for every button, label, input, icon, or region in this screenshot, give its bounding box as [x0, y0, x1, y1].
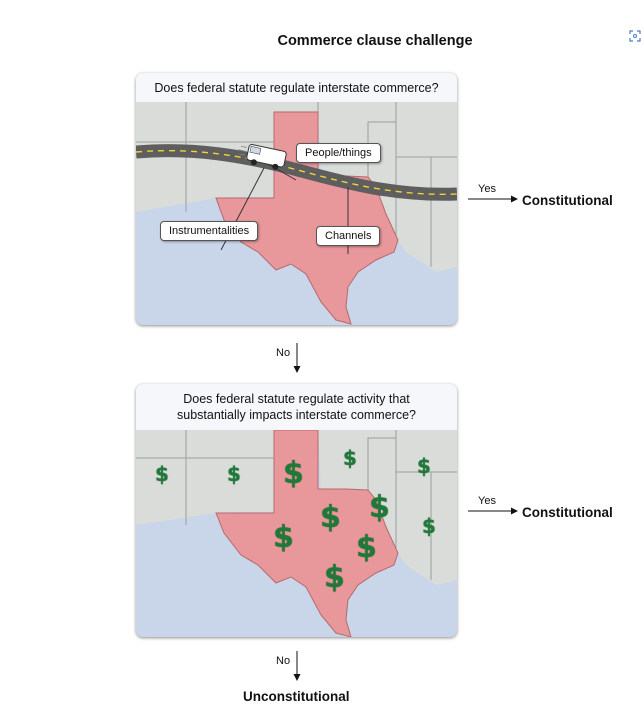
dollar-icon: $: [422, 514, 436, 538]
question-2-line1: Does federal statute regulate activity t…: [183, 392, 410, 406]
dollar-icon: $: [155, 462, 169, 486]
texas-economic-map: [136, 430, 457, 637]
diagram-title: Commerce clause challenge: [277, 33, 473, 49]
substantial-effects-panel: Does federal statute regulate activity t…: [136, 384, 457, 637]
yes-label-2: Yes: [478, 495, 496, 507]
dollar-icon: $: [273, 520, 294, 555]
question-2-line2: substantially impacts interstate commerc…: [177, 408, 416, 422]
dollar-icon: $: [227, 462, 241, 486]
expand-icon[interactable]: [629, 30, 641, 42]
dollar-icon: $: [356, 530, 377, 565]
arrow-down-icon: [293, 651, 301, 681]
texas-highway-map: [136, 102, 457, 325]
dollar-icon: $: [320, 500, 341, 535]
arrow-right-icon: [468, 195, 518, 203]
constitutional-result-2: Constitutional: [522, 505, 613, 520]
question-1: Does federal statute regulate interstate…: [136, 73, 457, 102]
no-label-1: No: [276, 347, 291, 359]
unconstitutional-result: Unconstitutional: [243, 689, 350, 704]
dollar-icon: $: [283, 456, 304, 491]
callout-channels: Channels: [316, 226, 381, 246]
callout-instrumentalities: Instrumentalities: [160, 221, 259, 241]
arrow-down-icon: [293, 343, 301, 373]
callout-people-things: People/things: [296, 143, 381, 163]
arrow-right-icon: [468, 507, 518, 515]
dollar-icon: $: [324, 560, 345, 595]
constitutional-result-1: Constitutional: [522, 193, 613, 208]
dollar-icon: $: [343, 446, 357, 470]
dollar-icon: $: [417, 454, 431, 478]
yes-label-1: Yes: [478, 183, 496, 195]
dollar-icon: $: [369, 490, 390, 525]
interstate-commerce-panel: Does federal statute regulate interstate…: [136, 73, 457, 325]
truck-icon: [238, 144, 287, 170]
no-label-2: No: [276, 655, 291, 667]
question-2: Does federal statute regulate activity t…: [136, 384, 457, 430]
